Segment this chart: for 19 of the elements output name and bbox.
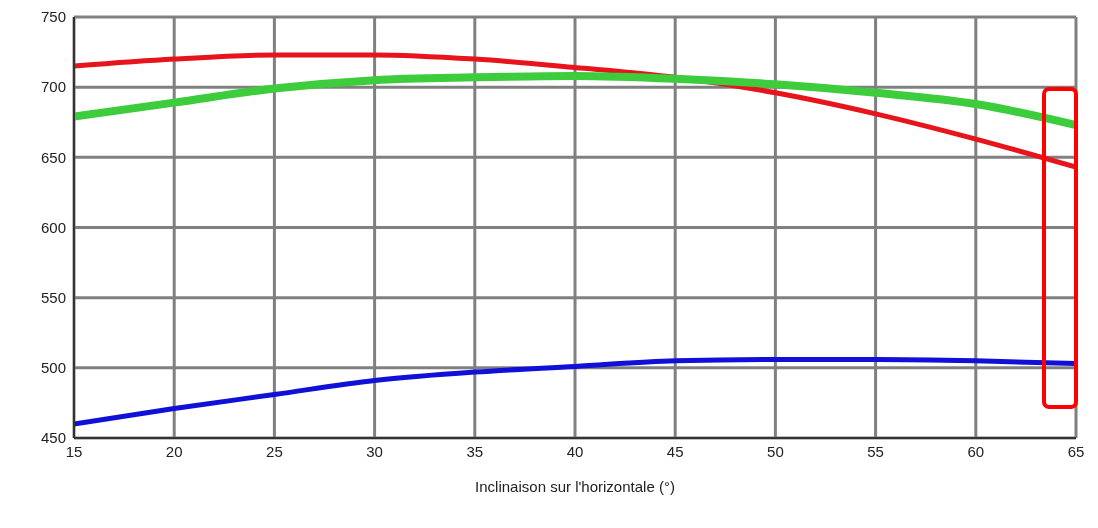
y-tick-label: 700 — [40, 78, 66, 96]
y-tick-label: 750 — [40, 8, 66, 26]
x-tick-label: 20 — [165, 442, 183, 460]
x-tick-label: 45 — [666, 442, 684, 460]
x-tick-label: 60 — [967, 442, 985, 460]
x-tick-label: 55 — [867, 442, 884, 460]
y-tick-label: 450 — [40, 429, 66, 447]
y-tick-label: 600 — [40, 218, 66, 236]
x-tick-label: 65 — [1067, 442, 1085, 460]
y-tick-label: 500 — [40, 359, 66, 377]
x-tick-label: 15 — [65, 442, 83, 460]
x-tick-label: 30 — [366, 442, 383, 460]
x-axis-title: Inclinaison sur l'horizontale (°) — [475, 478, 675, 495]
x-tick-label: 40 — [566, 442, 584, 460]
y-tick-label: 550 — [40, 288, 66, 306]
x-tick-label: 50 — [767, 442, 784, 460]
x-tick-label: 25 — [266, 442, 283, 460]
y-tick-label: 650 — [40, 148, 66, 166]
x-tick-label: 35 — [466, 442, 484, 460]
